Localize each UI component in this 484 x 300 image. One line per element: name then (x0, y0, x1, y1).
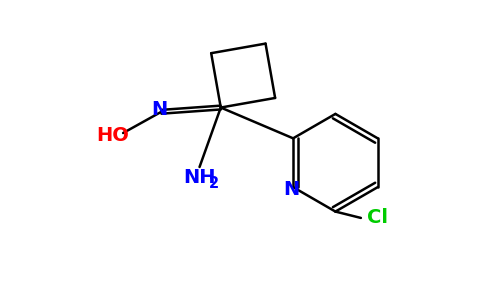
Text: HO: HO (96, 126, 129, 145)
Text: NH: NH (183, 168, 216, 187)
Text: Cl: Cl (367, 208, 388, 227)
Text: N: N (283, 180, 299, 199)
Text: N: N (151, 100, 167, 119)
Text: 2: 2 (210, 176, 219, 190)
